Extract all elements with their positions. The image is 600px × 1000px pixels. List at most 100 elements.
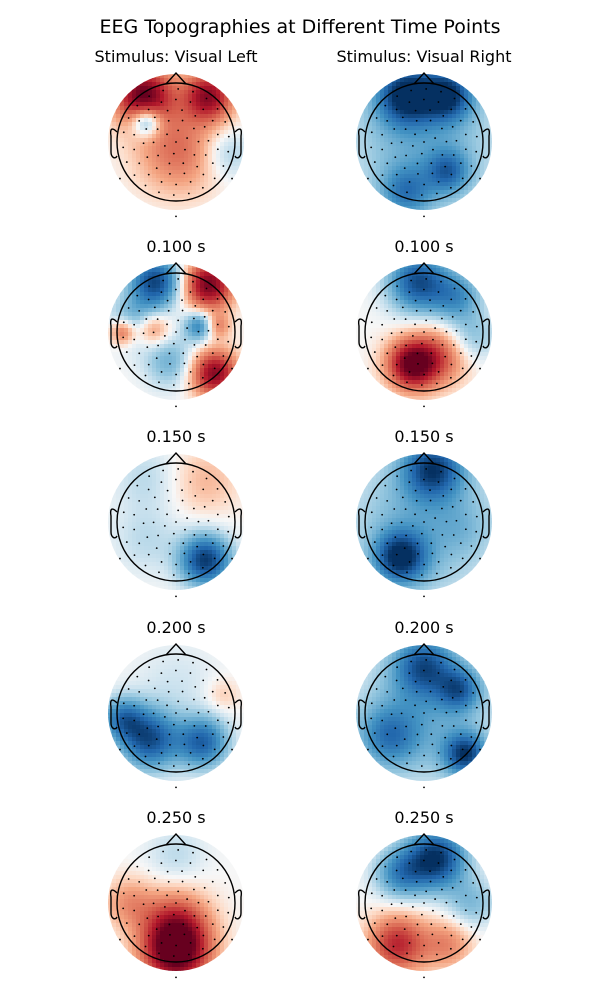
sensor-dot [404,318,407,321]
head-outline [116,653,236,773]
nose-outline [165,261,187,275]
sensor-dot [390,332,393,335]
sensor-dot [394,346,397,349]
sensor-dot [375,307,378,309]
sensor-dot [451,505,454,508]
sensor-dot [411,525,414,527]
sensor-dot [408,672,411,675]
nose-outline [413,261,435,275]
sensor-dot [182,162,185,165]
sensor-dot [142,332,145,335]
sensor-dot [172,723,175,726]
sensor-dot [157,534,159,537]
sensor-dot [444,736,447,739]
sensor-dot [384,294,387,297]
sensor-dot [425,468,428,470]
sensor-dot [479,938,481,941]
sensor-dot [189,481,192,483]
sensor-dot [449,186,452,189]
sensor-dot [410,89,413,92]
panel-title-left-0250: 0.250 s [146,808,206,827]
sensor-dot [406,762,408,765]
sensor-dot [183,552,186,555]
sensor-dot [370,511,373,514]
sensor-dot [461,557,464,560]
sensor-dot [136,104,139,107]
sensor-dot [432,338,434,341]
sensor-dot [390,522,393,525]
sensor-dot [122,526,125,529]
sensor-dot [156,889,159,892]
sensor-dot [175,595,177,598]
sensor-dot [423,478,425,481]
sensor-dot [175,405,177,408]
sensor-dot [432,528,434,531]
sensor-dot [370,702,373,705]
sensor-dot [420,955,423,957]
sensor-dot [192,90,194,93]
sensor-dot [370,892,373,895]
sensor-dot [186,327,189,329]
sensor-dot [373,161,376,163]
sensor-dot [204,154,207,156]
sensor-dot [442,685,445,688]
nose-outline [165,451,187,465]
sensor-dot [148,666,151,669]
sensor-dot [177,659,180,661]
sensor-dot [400,902,403,905]
sensor-dot [401,116,404,119]
sensor-dot [441,533,444,536]
topomap-right-3 [356,642,492,789]
sensor-dot [375,688,378,690]
sensor-dot [147,488,150,491]
sensor-dot [437,672,440,674]
sensor-dot [196,736,199,739]
sensor-dot [122,717,125,720]
sensor-dot [381,338,384,341]
sensor-dot [464,323,467,326]
sensor-dot [189,751,192,754]
sensor-dot [175,183,177,186]
sensor-dot [201,757,204,760]
sensor-dot [423,373,425,376]
sensor-dot [146,536,149,539]
sensor-dot [429,690,432,693]
sensor-dot [450,298,453,301]
sensor-dot [169,743,171,746]
sensor-dot [127,688,130,690]
sensor-dot [183,743,186,746]
sensor-dot [157,915,159,918]
sensor-dot [425,700,428,703]
right-ear-outline [482,699,491,730]
sensor-dot [136,675,139,678]
sensor-dot [470,165,473,167]
sensor-dot [127,307,130,309]
sensor-dot [169,172,171,175]
sensor-dot [403,928,406,931]
sensor-dot [449,376,452,379]
sensor-dot [231,938,233,941]
sensor-dot [423,859,425,862]
sensor-dot [386,352,389,355]
sensor-dot [429,309,432,312]
sensor-dot [163,716,166,718]
sensor-dot [158,381,160,384]
sensor-dot [437,481,440,483]
sensor-dot [367,367,369,370]
sensor-dot [189,180,192,183]
sensor-dot [202,934,205,937]
sensor-dot [425,319,428,322]
sensor-dot [440,661,442,664]
sensor-dot [133,364,136,367]
sensor-dot [175,98,177,101]
sensor-dot [125,541,128,543]
sensor-dot [144,564,147,567]
sensor-dot [459,542,462,545]
sensor-dot [406,952,408,955]
sensor-dot [203,125,206,128]
sensor-dot [435,572,438,575]
sensor-dot [127,497,130,499]
left-ear-outline [109,889,118,920]
sensor-dot [181,680,183,683]
sensor-dot [189,941,192,944]
